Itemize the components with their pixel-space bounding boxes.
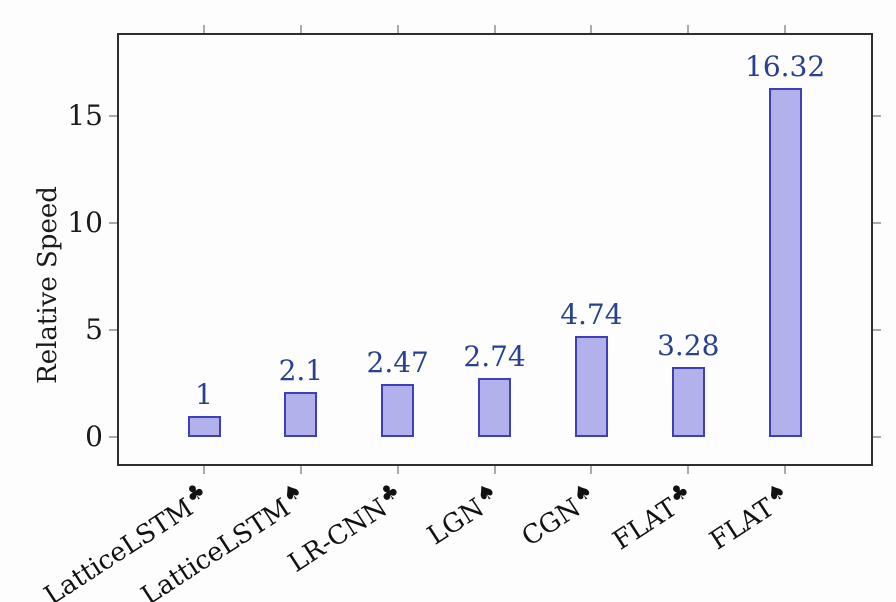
- bar-value-label: 2.1: [278, 354, 324, 388]
- x-tick-label: FLAT♣: [605, 477, 700, 557]
- bar-value-label: 16.32: [745, 49, 826, 83]
- bar-value-label: 3.28: [657, 328, 720, 362]
- x-tick-mark-bottom: [784, 466, 787, 474]
- x-tick-mark-top: [687, 25, 690, 33]
- x-tick-mark-bottom: [590, 466, 593, 474]
- x-tick-mark-bottom: [299, 466, 302, 474]
- x-tick-label: FLAT♠: [702, 477, 797, 557]
- bar: [768, 87, 802, 437]
- y-tick-mark-right: [873, 436, 881, 438]
- y-tick-label: 0: [85, 420, 103, 453]
- y-tick-mark-left: [109, 329, 117, 331]
- x-tick-mark-top: [784, 25, 787, 33]
- y-tick-mark-left: [109, 436, 117, 438]
- y-tick-mark-left: [109, 115, 117, 117]
- bar-value-label: 4.74: [560, 297, 623, 331]
- y-tick-mark-left: [109, 222, 117, 224]
- y-tick-mark-right: [873, 115, 881, 117]
- bar-value-label: 1: [195, 377, 213, 411]
- y-tick-label: 15: [67, 99, 103, 132]
- x-tick-mark-bottom: [687, 466, 690, 474]
- x-tick-label-text: FLAT: [607, 492, 683, 557]
- y-tick-mark-right: [873, 222, 881, 224]
- x-tick-mark-top: [590, 25, 593, 33]
- x-tick-label: LGN♠: [419, 477, 506, 552]
- bar: [284, 392, 318, 437]
- bar: [187, 415, 221, 437]
- y-tick-mark-right: [873, 329, 881, 331]
- x-tick-label: CGN♠: [513, 477, 602, 553]
- bar: [671, 366, 705, 437]
- x-tick-label-text: FLAT: [704, 492, 780, 557]
- y-tick-label: 10: [67, 206, 103, 239]
- x-tick-mark-bottom: [493, 466, 496, 474]
- bar-value-label: 2.47: [366, 346, 429, 380]
- bar: [574, 335, 608, 437]
- x-tick-label-text: LGN: [421, 492, 490, 552]
- x-tick-mark-top: [493, 25, 496, 33]
- bar: [381, 384, 415, 437]
- x-tick-mark-top: [203, 25, 205, 33]
- x-tick-mark-top: [396, 25, 399, 33]
- bar-value-label: 2.74: [463, 340, 526, 374]
- y-tick-label: 5: [85, 313, 103, 346]
- bar: [478, 378, 512, 437]
- x-tick-mark-bottom: [396, 466, 399, 474]
- x-tick-mark-bottom: [203, 466, 205, 474]
- x-tick-mark-top: [299, 25, 302, 33]
